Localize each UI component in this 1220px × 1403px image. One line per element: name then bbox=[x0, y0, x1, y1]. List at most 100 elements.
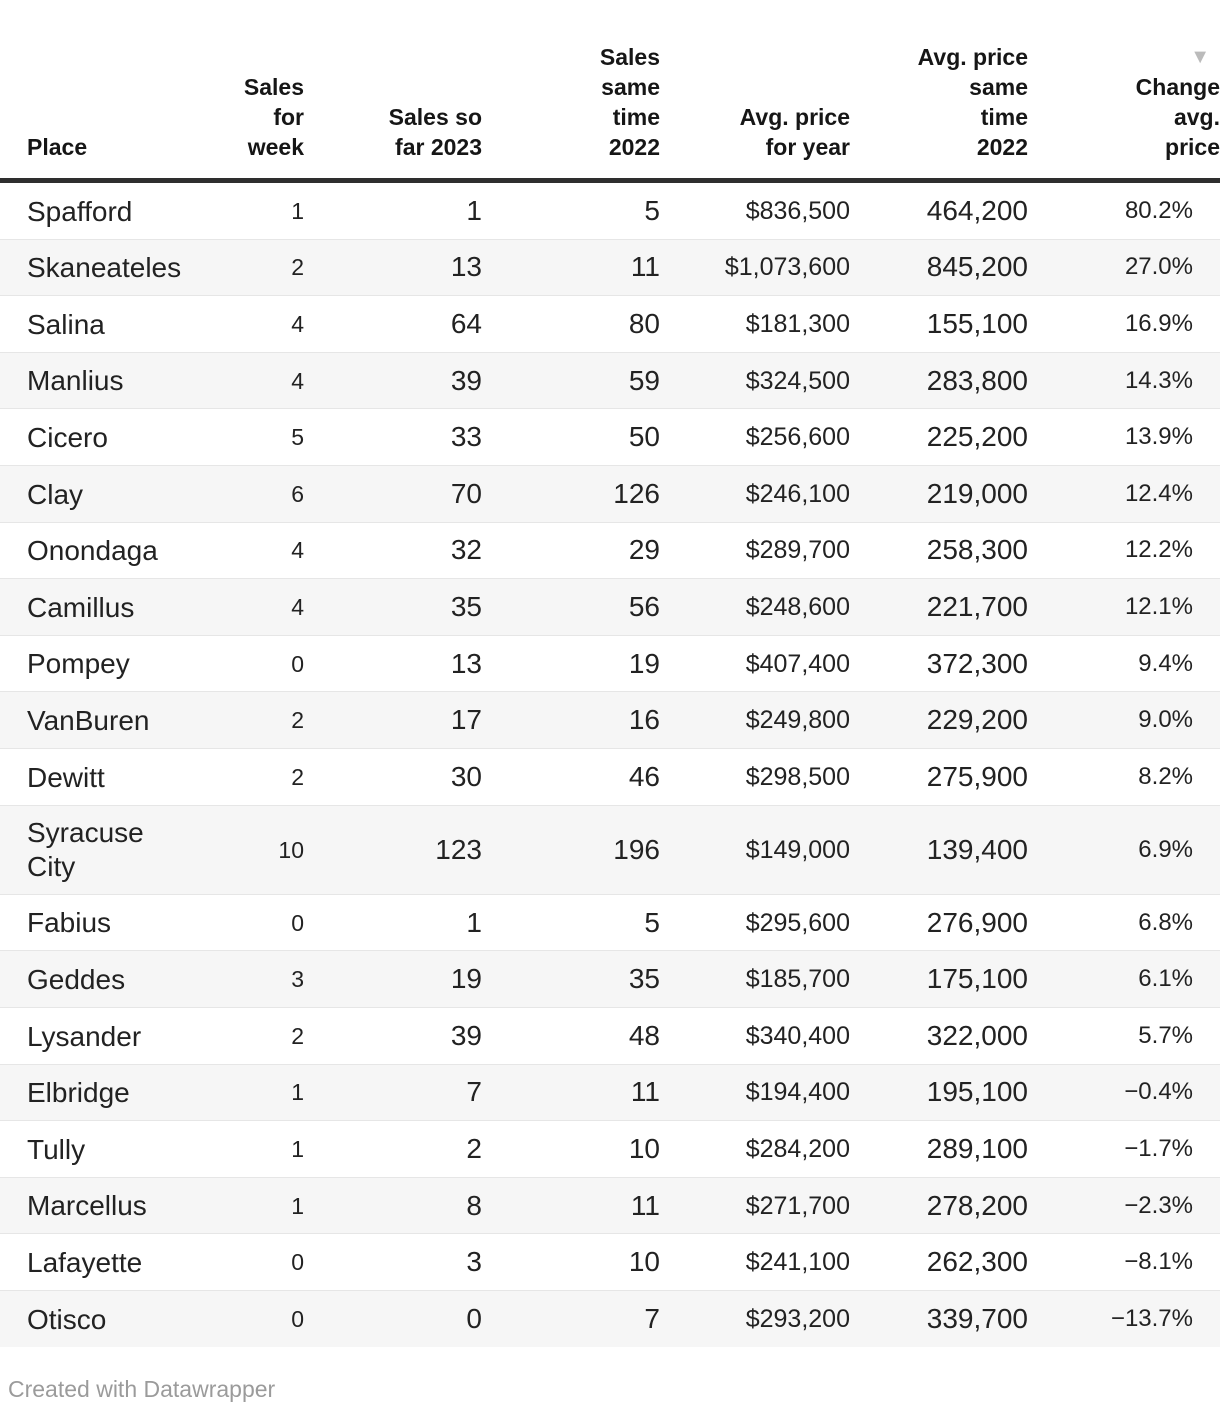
column-header-sales_week[interactable]: Sales for week bbox=[200, 42, 304, 181]
cell-place: Lafayette bbox=[0, 1234, 200, 1291]
place-label: Skaneateles bbox=[27, 252, 182, 284]
cell-price_year: $246,100 bbox=[745, 479, 850, 508]
column-header-label: Place bbox=[27, 134, 88, 160]
table-row: Geddes 3 19 35 $185,700 175,100 6.1% bbox=[0, 950, 1220, 1008]
cell-price_2022: 262,300 bbox=[926, 1246, 1028, 1278]
table-row: Fabius 0 1 5 $295,600 276,900 6.8% bbox=[0, 894, 1220, 951]
column-header-price_year[interactable]: Avg. price for year bbox=[660, 42, 850, 181]
cell-place: Marcellus bbox=[0, 1177, 200, 1234]
cell-change: −8.1% bbox=[1124, 1248, 1193, 1276]
cell-sales_2023: 39 bbox=[450, 1019, 482, 1051]
cell-sales_week: 0 bbox=[291, 909, 304, 936]
column-header-sales_2023[interactable]: Sales so far 2023 bbox=[304, 42, 482, 181]
cell-place: Lysander bbox=[0, 1007, 200, 1064]
cell-sales_week: 4 bbox=[291, 594, 304, 621]
place-label: Dewitt bbox=[27, 761, 105, 793]
cell-price_2022: 289,100 bbox=[926, 1132, 1028, 1164]
place-label: Lysander bbox=[27, 1020, 142, 1052]
cell-sales_week: 10 bbox=[278, 836, 304, 863]
cell-price_year: $149,000 bbox=[745, 835, 850, 864]
cell-price_year: $293,200 bbox=[745, 1304, 850, 1333]
cell-place: Spafford bbox=[0, 181, 200, 240]
cell-price_year: $1,073,600 bbox=[724, 253, 850, 282]
cell-place: Skaneateles bbox=[0, 239, 200, 296]
cell-sales_week: 2 bbox=[291, 1022, 304, 1049]
cell-sales_2023: 30 bbox=[450, 760, 482, 792]
cell-price_2022: 139,400 bbox=[926, 833, 1028, 865]
cell-sales_week: 4 bbox=[291, 367, 304, 394]
cell-sales_2022: 80 bbox=[628, 308, 660, 340]
place-label: Spafford bbox=[27, 195, 133, 227]
cell-place: Geddes bbox=[0, 951, 200, 1008]
cell-change: 6.9% bbox=[1138, 835, 1193, 863]
cell-sales_2023: 17 bbox=[450, 704, 482, 736]
cell-change: 5.7% bbox=[1138, 1021, 1193, 1049]
cell-price_2022: 464,200 bbox=[926, 194, 1028, 226]
cell-sales_2023: 8 bbox=[466, 1189, 482, 1221]
cell-change: 6.1% bbox=[1138, 965, 1193, 993]
cell-place: Cicero bbox=[0, 409, 200, 466]
cell-sales_2023: 35 bbox=[450, 591, 482, 623]
sort-descending-icon: ▼ bbox=[1190, 46, 1210, 68]
place-label: Otisco bbox=[27, 1303, 107, 1335]
cell-sales_week: 2 bbox=[291, 254, 304, 281]
cell-sales_2022: 126 bbox=[613, 477, 660, 509]
table-row: Lysander 2 39 48 $340,400 322,000 5.7% bbox=[0, 1007, 1220, 1064]
cell-place: Camillus bbox=[0, 579, 200, 636]
column-header-label: Sales for week bbox=[243, 74, 304, 160]
table-row: Spafford 1 1 5 $836,500 464,200 80.2% bbox=[0, 181, 1220, 240]
cell-sales_2022: 5 bbox=[644, 906, 660, 938]
column-header-place[interactable]: Place bbox=[0, 42, 200, 181]
table-row: Tully 1 2 10 $284,200 289,100 −1.7% bbox=[0, 1120, 1220, 1178]
column-header-change[interactable]: ▼ Change avg. price bbox=[1028, 42, 1220, 181]
cell-change: 16.9% bbox=[1124, 310, 1193, 338]
cell-sales_2022: 7 bbox=[644, 1302, 660, 1334]
place-label: Fabius bbox=[27, 907, 112, 939]
place-label: Geddes bbox=[27, 963, 126, 995]
cell-place: Salina bbox=[0, 296, 200, 353]
cell-sales_week: 6 bbox=[291, 480, 304, 507]
cell-price_2022: 229,200 bbox=[926, 704, 1028, 736]
cell-place: Pompey bbox=[0, 635, 200, 692]
cell-sales_2022: 35 bbox=[628, 963, 660, 995]
cell-place: Otisco bbox=[0, 1290, 200, 1346]
cell-sales_week: 0 bbox=[291, 650, 304, 677]
place-label: Syracuse City bbox=[27, 816, 144, 882]
place-label: Camillus bbox=[27, 591, 135, 623]
cell-sales_week: 1 bbox=[291, 1079, 304, 1106]
cell-price_2022: 258,300 bbox=[926, 534, 1028, 566]
cell-change: 13.9% bbox=[1124, 423, 1193, 451]
cell-change: −1.7% bbox=[1124, 1134, 1193, 1162]
place-label: Pompey bbox=[27, 648, 130, 680]
cell-price_year: $295,600 bbox=[745, 908, 850, 937]
cell-place: Syracuse City bbox=[0, 805, 200, 894]
cell-price_2022: 155,100 bbox=[926, 308, 1028, 340]
table-row: Otisco 0 0 7 $293,200 339,700 −13.7% bbox=[0, 1290, 1220, 1347]
cell-sales_2022: 10 bbox=[628, 1246, 660, 1278]
column-header-label: Sales so far 2023 bbox=[388, 104, 482, 160]
sales-table: Place Sales for week Sales so far 2023 Sale… bbox=[0, 42, 1220, 1347]
cell-place: Fabius bbox=[0, 894, 200, 951]
table-header-row: Place Sales for week Sales so far 2023 Sale… bbox=[0, 42, 1220, 181]
column-header-label: Avg. price same time 2022 bbox=[917, 44, 1028, 160]
column-header-sales_2022[interactable]: Sales same time 2022 bbox=[482, 42, 660, 181]
cell-price_2022: 283,800 bbox=[926, 364, 1028, 396]
column-header-price_2022[interactable]: Avg. price same time 2022 bbox=[850, 42, 1028, 181]
cell-place: VanBuren bbox=[0, 692, 200, 749]
cell-change: 12.2% bbox=[1124, 536, 1193, 564]
cell-sales_2023: 13 bbox=[450, 251, 482, 283]
cell-price_year: $407,400 bbox=[745, 649, 850, 678]
cell-change: 12.4% bbox=[1124, 479, 1193, 507]
cell-sales_2022: 48 bbox=[628, 1019, 660, 1051]
cell-price_2022: 175,100 bbox=[926, 963, 1028, 995]
cell-change: 80.2% bbox=[1124, 196, 1193, 224]
place-label: Tully bbox=[27, 1133, 86, 1165]
datawrapper-credit: Created with Datawrapper bbox=[8, 1375, 276, 1402]
place-label: Cicero bbox=[27, 422, 108, 454]
cell-sales_week: 0 bbox=[291, 1249, 304, 1276]
cell-sales_week: 4 bbox=[291, 537, 304, 564]
cell-sales_2022: 11 bbox=[630, 1076, 660, 1108]
cell-sales_2023: 70 bbox=[450, 477, 482, 509]
cell-price_year: $836,500 bbox=[745, 196, 850, 225]
